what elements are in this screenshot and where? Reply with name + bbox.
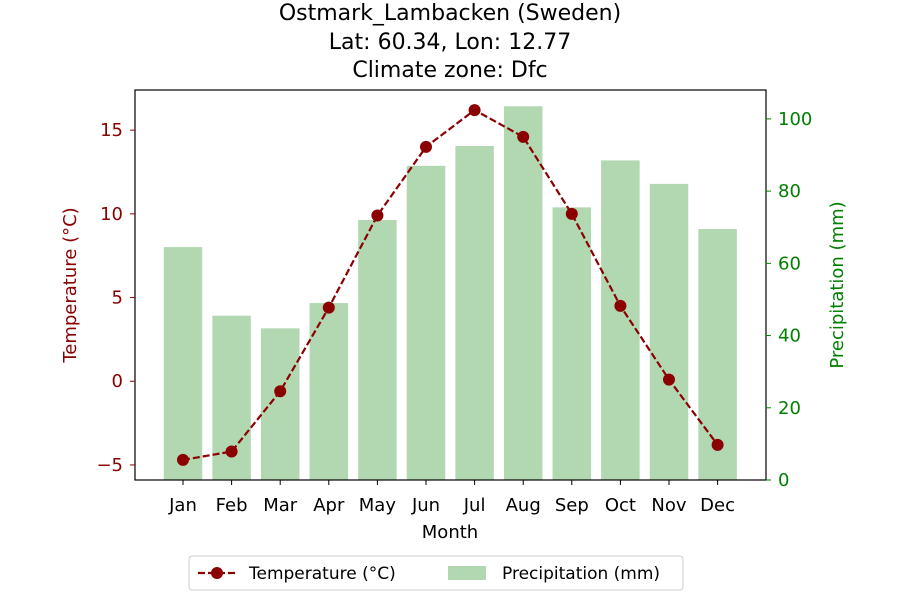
temperature-series-line [182,108,719,461]
right-axis-label: Precipitation (mm) [827,201,848,368]
right-tick-label: 20 [778,398,801,419]
temperature-point [274,385,287,398]
right-tick-label: 40 [778,326,801,347]
x-axis: Jan Feb Mar Apr May Jun Jul Aug Sep Oct Nov Dec [168,480,735,516]
left-axis-label: Temperature (°C) [60,207,81,363]
precipitation-bars [163,106,737,481]
right-tick-label: 0 [778,470,789,491]
chart-title-line-2: Lat: 60.34, Lon: 12.77 [329,30,571,55]
temperature-point [371,209,384,222]
precipitation-bar [552,207,592,480]
temperature-line [177,104,724,466]
temperature-point [614,299,627,312]
precipitation-bar [503,106,543,480]
legend-box [188,555,684,591]
legend-precipitation-label: Precipitation (mm) [502,564,660,584]
left-tick-label: 10 [100,204,123,225]
left-tick-label: 5 [112,288,123,309]
precipitation-bar [309,303,349,480]
precipitation-bar [406,165,446,481]
temperature-point [177,453,189,466]
temperature-point [517,130,530,143]
x-axis-label: Month [422,522,478,543]
right-tick-label: 100 [778,109,812,130]
precipitation-bar [601,160,640,480]
x-tick-label: Mar [263,495,298,516]
legend-temperature-label: Temperature (°C) [248,564,396,584]
left-tick-label: 0 [112,371,123,392]
x-tick-label: Sep [555,495,589,516]
precipitation-bar [358,220,397,480]
precipitation-bar [260,328,300,480]
chart-title: Ostmark_Lambacken (Sweden) Lat: 60.34, L… [279,1,621,83]
legend-temperature-marker-icon [211,567,223,579]
x-tick-label: Aug [506,495,541,516]
x-tick-label: Apr [313,495,345,516]
precipitation-bar [455,145,494,480]
precipitation-bar [698,229,737,480]
temperature-point [468,104,481,117]
plot-frame [134,89,767,481]
x-tick-label: Jan [168,495,197,516]
temperature-point [711,438,724,451]
left-axis: −5 0 5 10 15 [96,120,135,476]
temperature-point [225,445,238,458]
precipitation-bar [649,183,689,480]
x-tick-label: Jul [463,495,486,516]
legend: Temperature (°C) Precipitation (mm) [188,555,684,591]
x-tick-label: Feb [216,495,248,516]
precipitation-bar [163,247,203,480]
legend-precipitation-swatch-icon [448,566,486,580]
x-tick-label: Dec [700,495,735,516]
left-tick-label: −5 [96,455,123,476]
x-tick-label: May [359,495,397,516]
x-tick-label: Jun [411,495,440,516]
chart-title-line-1: Ostmark_Lambacken (Sweden) [279,1,621,26]
x-tick-label: Oct [605,495,636,516]
right-tick-label: 60 [778,253,801,274]
temperature-point [565,207,578,220]
temperature-point [420,140,432,153]
x-tick-label: Nov [651,495,686,516]
temperature-point [663,373,675,386]
right-tick-label: 80 [778,181,801,202]
left-tick-label: 15 [100,120,123,141]
right-axis: 0 20 40 60 80 100 [766,109,812,491]
chart-title-line-3: Climate zone: Dfc [352,58,547,83]
temperature-point [322,301,335,314]
